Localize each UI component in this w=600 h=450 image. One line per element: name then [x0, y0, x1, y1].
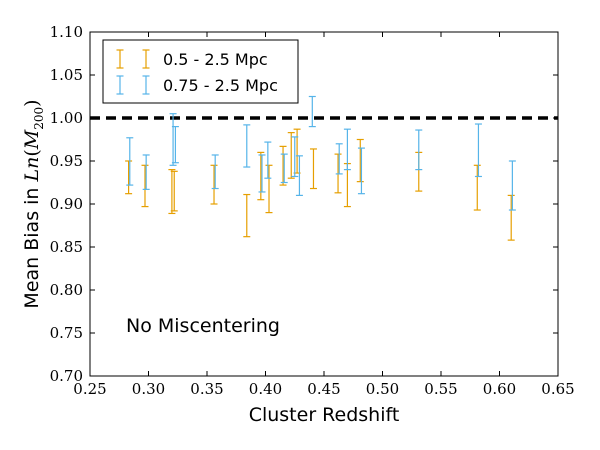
y-tick-label: 1.00	[50, 109, 83, 127]
y-tick-label: 1.05	[50, 66, 83, 84]
x-tick-label: 0.40	[249, 380, 282, 398]
y-axis-label: Mean Bias in Ln(M200)	[21, 99, 46, 308]
x-tick-label: 0.25	[73, 380, 106, 398]
y-axis-label-sub: 200	[32, 107, 46, 130]
series-layer	[125, 95, 516, 241]
legend-label: 0.5 - 2.5 Mpc	[163, 50, 268, 69]
error-bar	[343, 128, 351, 171]
y-axis-label-func: Ln	[21, 157, 43, 183]
error-bar	[211, 154, 219, 190]
error-bar	[291, 136, 299, 178]
x-tick-label: 0.65	[541, 380, 574, 398]
legend-item: 0.5 - 2.5 Mpc	[116, 49, 268, 69]
x-tick-label: 0.50	[366, 380, 399, 398]
error-bar	[258, 154, 266, 193]
legend-symbol	[116, 75, 124, 95]
error-bar	[287, 132, 295, 179]
legend-symbol	[116, 49, 124, 69]
error-bar	[126, 137, 134, 186]
legend-item: 0.75 - 2.5 Mpc	[116, 75, 278, 95]
error-bar	[243, 193, 251, 238]
legend-label: 0.75 - 2.5 Mpc	[163, 76, 278, 95]
error-bar	[357, 147, 365, 195]
error-bar	[308, 95, 316, 128]
x-tick-label: 0.55	[424, 380, 457, 398]
annotation-text: No Miscentering	[126, 315, 280, 337]
y-axis-label-prefix: Mean Bias in	[21, 182, 43, 309]
legend-symbol	[142, 49, 150, 69]
x-axis-label: Cluster Redshift	[249, 404, 400, 426]
error-bar	[280, 153, 288, 184]
error-bar	[169, 113, 177, 166]
error-bar	[168, 169, 176, 215]
y-tick-label: 0.80	[50, 281, 83, 299]
y-tick-label: 1.10	[50, 23, 83, 41]
error-bar	[265, 164, 273, 214]
error-bar	[309, 148, 317, 190]
error-bar	[210, 164, 218, 205]
error-bar	[141, 164, 149, 208]
error-bar	[264, 141, 272, 179]
error-bar	[474, 123, 482, 178]
error-bar	[508, 160, 516, 211]
series-2	[126, 95, 516, 211]
legend-box	[102, 39, 299, 104]
error-bar	[125, 160, 133, 195]
error-bar	[295, 155, 303, 196]
error-bar	[507, 194, 515, 241]
x-tick-label: 0.30	[132, 380, 165, 398]
error-bar	[243, 124, 251, 168]
error-bar	[473, 164, 481, 211]
y-tick-label: 0.90	[50, 195, 83, 213]
error-bar	[356, 138, 364, 183]
y-axis-label-var: M	[21, 129, 43, 150]
error-bar	[170, 170, 178, 212]
x-tick-label: 0.35	[190, 380, 223, 398]
error-bar	[335, 143, 343, 175]
axis-ticks: 0.25 0.30 0.35 0.40 0.45 0.50 0.55 0.60 0.65 0.70…	[50, 23, 575, 398]
y-tick-label: 0.70	[50, 367, 83, 385]
y-tick-label: 0.95	[50, 152, 83, 170]
y-tick-label: 0.85	[50, 238, 83, 256]
error-bar	[171, 125, 179, 164]
legend-symbol	[142, 75, 150, 95]
error-bar	[279, 145, 287, 186]
error-bar	[415, 129, 423, 171]
legend-items: 0.5 - 2.5 Mpc 0.75 - 2.5 Mpc	[116, 49, 278, 95]
x-tick-label: 0.45	[307, 380, 340, 398]
x-tick-label: 0.60	[483, 380, 516, 398]
y-tick-label: 0.75	[50, 324, 83, 342]
error-bar	[142, 154, 150, 190]
legend: 0.5 - 2.5 Mpc 0.75 - 2.5 Mpc	[102, 39, 299, 104]
